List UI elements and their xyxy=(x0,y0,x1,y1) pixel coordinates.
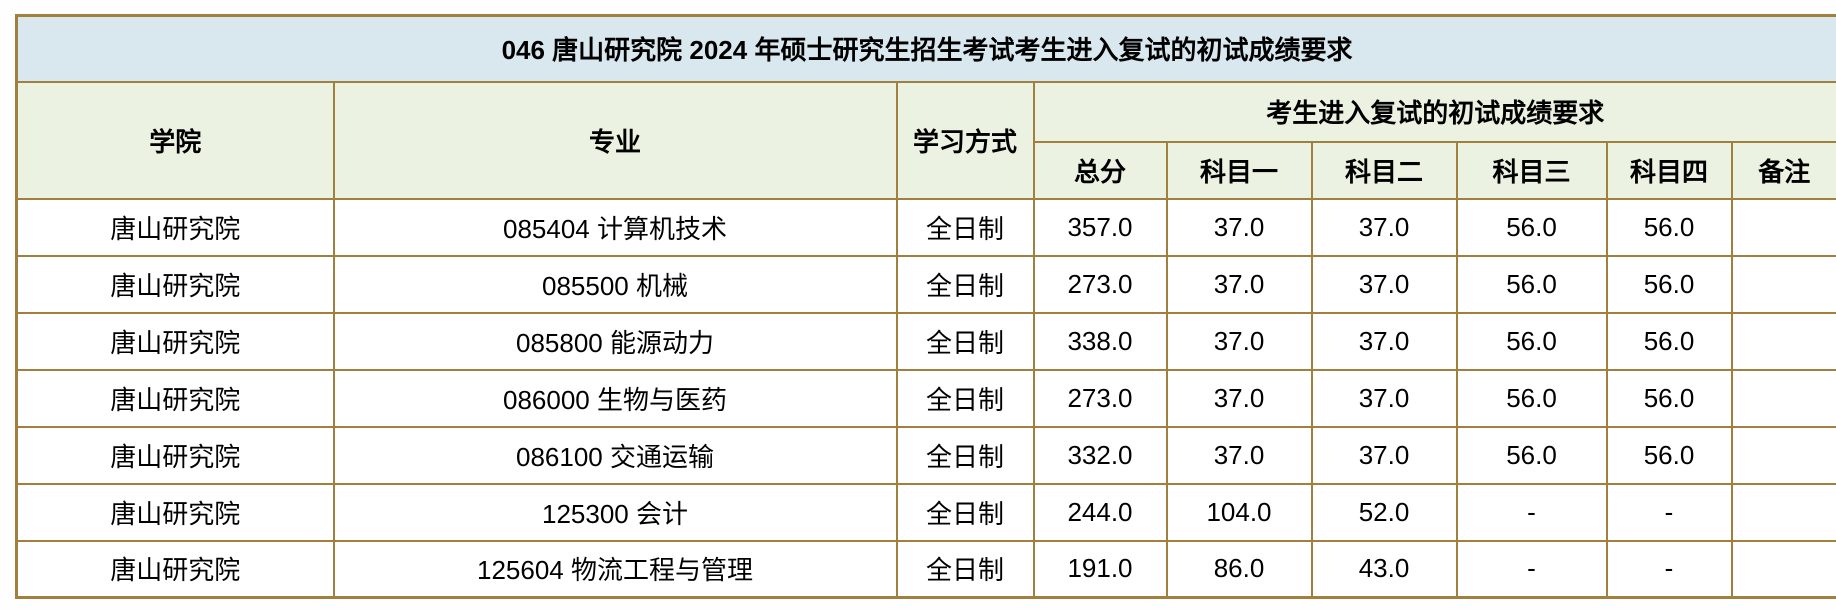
column-header-score-group: 考生进入复试的初试成绩要求 xyxy=(1032,80,1836,143)
column-header-subject3: 科目三 xyxy=(1455,140,1608,200)
cell-remark xyxy=(1730,368,1836,428)
cell-subject1: 104.0 xyxy=(1165,482,1313,542)
cell-college: 唐山研究院 xyxy=(15,311,335,371)
title-row: 046 唐山研究院 2024 年硕士研究生招生考试考生进入复试的初试成绩要求 xyxy=(15,14,1836,83)
cell-subject2: 37.0 xyxy=(1310,425,1458,485)
column-header-college: 学院 xyxy=(15,80,335,200)
cell-major: 125604 物流工程与管理 xyxy=(332,539,898,599)
cell-total: 357.0 xyxy=(1032,197,1168,257)
cell-subject4: 56.0 xyxy=(1605,368,1733,428)
cell-total: 244.0 xyxy=(1032,482,1168,542)
cell-subject1: 37.0 xyxy=(1165,254,1313,314)
cell-study-mode: 全日制 xyxy=(895,197,1035,257)
cell-remark xyxy=(1730,254,1836,314)
cell-subject1: 86.0 xyxy=(1165,539,1313,599)
cell-major: 086100 交通运输 xyxy=(332,425,898,485)
cell-study-mode: 全日制 xyxy=(895,425,1035,485)
cell-subject2: 52.0 xyxy=(1310,482,1458,542)
cell-study-mode: 全日制 xyxy=(895,368,1035,428)
score-requirement-table: 046 唐山研究院 2024 年硕士研究生招生考试考生进入复试的初试成绩要求 学… xyxy=(15,14,1836,599)
cell-subject3: 56.0 xyxy=(1455,368,1608,428)
cell-subject4: - xyxy=(1605,482,1733,542)
cell-subject2: 37.0 xyxy=(1310,254,1458,314)
cell-college: 唐山研究院 xyxy=(15,539,335,599)
cell-college: 唐山研究院 xyxy=(15,197,335,257)
column-header-total: 总分 xyxy=(1032,140,1168,200)
cell-subject3: 56.0 xyxy=(1455,197,1608,257)
cell-subject4: 56.0 xyxy=(1605,197,1733,257)
header-row-1: 学院 专业 学习方式 考生进入复试的初试成绩要求 xyxy=(15,80,1836,200)
column-header-remark: 备注 xyxy=(1730,140,1836,200)
cell-remark xyxy=(1730,311,1836,371)
table-row: 唐山研究院 085404 计算机技术 全日制 357.0 37.0 37.0 5… xyxy=(15,197,1836,257)
cell-subject4: 56.0 xyxy=(1605,425,1733,485)
cell-remark xyxy=(1730,425,1836,485)
table-row: 唐山研究院 086000 生物与医药 全日制 273.0 37.0 37.0 5… xyxy=(15,368,1836,428)
cell-major: 125300 会计 xyxy=(332,482,898,542)
header-row-2: 总分 科目一 科目二 科目三 科目四 备注 xyxy=(17,140,1836,200)
cell-total: 273.0 xyxy=(1032,254,1168,314)
cell-subject3: 56.0 xyxy=(1455,425,1608,485)
cell-study-mode: 全日制 xyxy=(895,254,1035,314)
cell-college: 唐山研究院 xyxy=(15,368,335,428)
table-row: 唐山研究院 086100 交通运输 全日制 332.0 37.0 37.0 56… xyxy=(15,425,1836,485)
cell-major: 086000 生物与医药 xyxy=(332,368,898,428)
cell-subject4: 56.0 xyxy=(1605,311,1733,371)
column-header-study-mode: 学习方式 xyxy=(895,80,1035,200)
cell-subject1: 37.0 xyxy=(1165,197,1313,257)
cell-subject3: - xyxy=(1455,482,1608,542)
score-requirement-table-container: 046 唐山研究院 2024 年硕士研究生招生考试考生进入复试的初试成绩要求 学… xyxy=(15,14,1836,599)
cell-study-mode: 全日制 xyxy=(895,311,1035,371)
cell-subject1: 37.0 xyxy=(1165,425,1313,485)
cell-subject4: 56.0 xyxy=(1605,254,1733,314)
cell-subject3: 56.0 xyxy=(1455,311,1608,371)
page-title: 046 唐山研究院 2024 年硕士研究生招生考试考生进入复试的初试成绩要求 xyxy=(15,14,1836,83)
column-header-subject1: 科目一 xyxy=(1165,140,1313,200)
cell-remark xyxy=(1730,482,1836,542)
cell-subject2: 43.0 xyxy=(1310,539,1458,599)
cell-total: 273.0 xyxy=(1032,368,1168,428)
cell-major: 085500 机械 xyxy=(332,254,898,314)
column-header-subject2: 科目二 xyxy=(1310,140,1458,200)
cell-remark xyxy=(1730,197,1836,257)
cell-college: 唐山研究院 xyxy=(15,482,335,542)
cell-study-mode: 全日制 xyxy=(895,539,1035,599)
cell-college: 唐山研究院 xyxy=(15,425,335,485)
cell-subject3: - xyxy=(1455,539,1608,599)
table-row: 唐山研究院 085500 机械 全日制 273.0 37.0 37.0 56.0… xyxy=(15,254,1836,314)
column-header-major: 专业 xyxy=(332,80,898,200)
table-row: 唐山研究院 125300 会计 全日制 244.0 104.0 52.0 - - xyxy=(15,482,1836,542)
table-row: 唐山研究院 125604 物流工程与管理 全日制 191.0 86.0 43.0… xyxy=(15,539,1836,599)
cell-remark xyxy=(1730,539,1836,599)
cell-major: 085404 计算机技术 xyxy=(332,197,898,257)
cell-subject2: 37.0 xyxy=(1310,311,1458,371)
cell-subject4: - xyxy=(1605,539,1733,599)
cell-subject1: 37.0 xyxy=(1165,311,1313,371)
cell-subject3: 56.0 xyxy=(1455,254,1608,314)
cell-major: 085800 能源动力 xyxy=(332,311,898,371)
cell-college: 唐山研究院 xyxy=(15,254,335,314)
cell-subject2: 37.0 xyxy=(1310,368,1458,428)
cell-study-mode: 全日制 xyxy=(895,482,1035,542)
cell-total: 191.0 xyxy=(1032,539,1168,599)
column-header-subject4: 科目四 xyxy=(1605,140,1733,200)
cell-total: 332.0 xyxy=(1032,425,1168,485)
cell-total: 338.0 xyxy=(1032,311,1168,371)
cell-subject1: 37.0 xyxy=(1165,368,1313,428)
table-row: 唐山研究院 085800 能源动力 全日制 338.0 37.0 37.0 56… xyxy=(15,311,1836,371)
cell-subject2: 37.0 xyxy=(1310,197,1458,257)
